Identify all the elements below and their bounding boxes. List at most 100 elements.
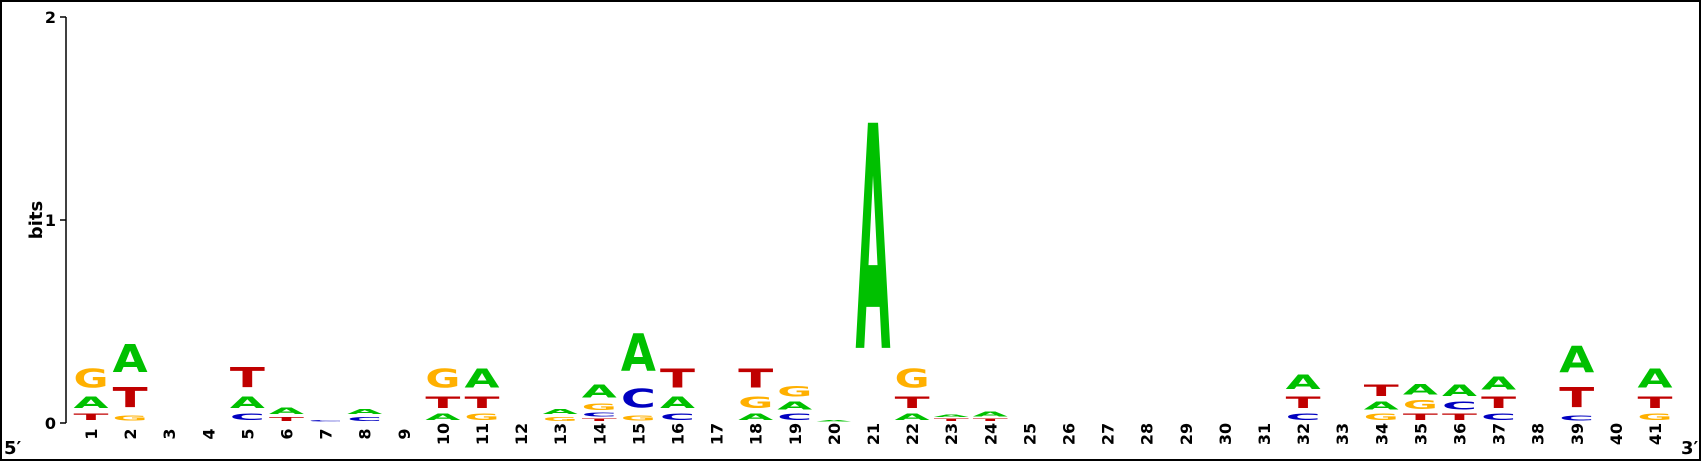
logo-letter-1-A: A	[74, 394, 109, 412]
logo-letter-14-A: A	[582, 382, 618, 402]
y-tick-label-0: 0	[45, 414, 56, 433]
y-axis: 0 1 2 bits	[26, 8, 67, 433]
logo-letter-32-T: T	[1286, 394, 1321, 412]
position-label-32: 32	[1294, 423, 1313, 445]
position-label-21: 21	[864, 423, 883, 445]
logo-letter-22-G: G	[895, 364, 930, 394]
logo-letter-34-T: T	[1364, 382, 1399, 400]
logo-letter-13-A: A	[543, 408, 578, 416]
logo-letter-35-A: A	[1403, 381, 1438, 397]
position-label-13: 13	[551, 423, 570, 445]
logo-letter-34-G: G	[1364, 412, 1399, 422]
logo-letter-2-G: G	[113, 414, 148, 422]
logo-letter-8-A: A	[347, 408, 382, 416]
logo-letter-16-C: C	[660, 412, 695, 422]
position-label-19: 19	[786, 423, 805, 445]
position-label-30: 30	[1216, 423, 1235, 445]
position-label-1: 1	[82, 428, 101, 439]
logo-letter-22-A: A	[895, 412, 931, 422]
position-label-6: 6	[278, 428, 297, 439]
logo-letter-11-G: G	[465, 412, 500, 422]
position-label-28: 28	[1138, 423, 1157, 445]
logo-letter-19-C: C	[777, 412, 812, 422]
logo-letter-5-C: C	[230, 412, 265, 422]
logo-letter-39-T: T	[1559, 382, 1594, 414]
logo-letter-16-T: T	[660, 363, 695, 394]
position-label-24: 24	[981, 423, 1000, 445]
position-label-22: 22	[903, 423, 922, 445]
logo-letter-35-G: G	[1403, 398, 1438, 412]
logo-letter-8-C: C	[347, 416, 382, 422]
logo-letter-14-T: T	[582, 418, 617, 422]
logo-letter-22-T: T	[895, 394, 930, 412]
position-label-29: 29	[1177, 423, 1196, 445]
logo-letter-5-T: T	[230, 361, 265, 393]
logo-letter-15-A: A	[621, 324, 656, 384]
logo-letter-32-C: C	[1286, 412, 1321, 422]
logo-letter-41-G: G	[1638, 412, 1673, 422]
logo-letter-36-A: A	[1442, 382, 1477, 400]
logo-letter-24-T: T	[973, 418, 1008, 422]
logo-letter-37-T: T	[1481, 394, 1516, 412]
position-label-36: 36	[1451, 423, 1470, 445]
logo-letter-13-G: G	[543, 416, 578, 422]
position-label-16: 16	[669, 423, 688, 445]
y-tick-label-1: 1	[45, 211, 56, 230]
position-label-38: 38	[1529, 423, 1548, 445]
logo-letter-7-C: C	[308, 420, 343, 422]
position-label-14: 14	[590, 423, 609, 445]
logo-letter-16-A: A	[660, 394, 695, 412]
position-label-35: 35	[1411, 423, 1430, 445]
position-labels: 1 2 3 4 5 6 7 8 9 10 11 12 13 14 15 16 17 18 19 20 21 22 23 24 2…	[82, 423, 1665, 445]
logo-letter-37-C: C	[1481, 412, 1516, 422]
logo-letter-41-T: T	[1638, 394, 1673, 412]
position-label-5: 5	[238, 428, 257, 439]
logo-letter-39-A: A	[1559, 339, 1594, 382]
logo-letter-6-T: T	[269, 416, 304, 422]
logo-letter-18-T: T	[738, 363, 773, 394]
logo-letter-36-T: T	[1442, 412, 1477, 422]
logo-letter-14-C: C	[582, 412, 617, 418]
logo-letter-19-A: A	[777, 400, 813, 412]
position-label-25: 25	[1020, 423, 1039, 445]
position-label-11: 11	[473, 423, 492, 445]
logo-letter-41-A: A	[1638, 363, 1674, 393]
position-label-20: 20	[825, 423, 844, 445]
logo-letter-14-G: G	[582, 402, 617, 412]
logo-letter-37-A: A	[1481, 374, 1517, 394]
position-label-34: 34	[1372, 423, 1391, 445]
logo-letter-36-C: C	[1442, 400, 1477, 412]
position-label-40: 40	[1607, 423, 1626, 445]
position-label-18: 18	[747, 423, 766, 445]
logo-letter-23-A: A	[934, 414, 969, 418]
position-label-8: 8	[356, 428, 375, 439]
three-prime-label: 3′	[1681, 438, 1699, 459]
logo-letter-34-A: A	[1364, 400, 1400, 412]
position-label-4: 4	[199, 428, 218, 439]
position-label-15: 15	[629, 423, 648, 445]
logo-letter-11-A: A	[465, 363, 501, 393]
position-label-31: 31	[1255, 423, 1274, 445]
logo-letter-2-T: T	[113, 382, 148, 414]
logo-letter-24-A: A	[973, 410, 1008, 418]
logo-letter-21-A: A	[856, 62, 891, 422]
logo-letter-32-A: A	[1286, 372, 1321, 394]
y-tick-label-2: 2	[45, 8, 56, 27]
logo-letter-1-G: G	[74, 364, 109, 394]
logo-letter-2-A: A	[113, 337, 149, 382]
five-prime-label: 5′	[4, 438, 22, 459]
y-axis-title: bits	[26, 201, 47, 239]
logo-letter-20-A: A	[816, 420, 851, 422]
position-label-2: 2	[121, 428, 140, 439]
position-label-41: 41	[1646, 423, 1665, 445]
logo-letter-39-C: C	[1559, 414, 1594, 422]
logo-letter-6-A: A	[269, 406, 305, 416]
position-label-37: 37	[1490, 423, 1509, 445]
position-label-12: 12	[512, 423, 531, 445]
position-label-17: 17	[708, 423, 727, 445]
logo-letter-19-G: G	[777, 384, 812, 400]
logo-letter-5-A: A	[230, 394, 265, 412]
position-label-23: 23	[942, 423, 961, 445]
